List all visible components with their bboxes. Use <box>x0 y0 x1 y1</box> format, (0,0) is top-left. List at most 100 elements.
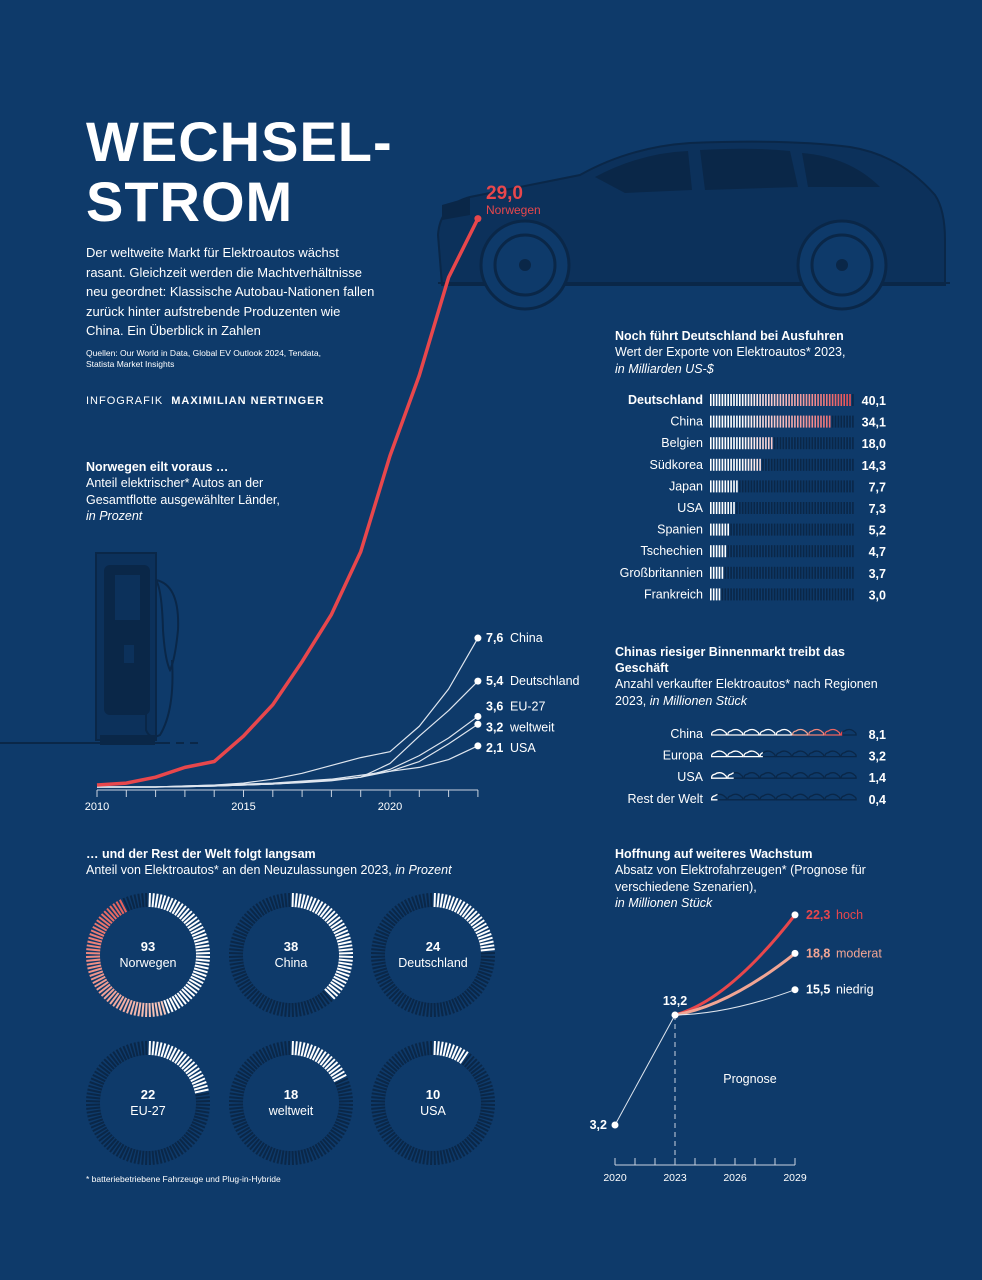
donut-tick <box>475 1073 489 1083</box>
donut-tick <box>388 988 400 1000</box>
car-icon-empty <box>727 793 744 801</box>
bar-tick <box>817 437 819 450</box>
bar-tick <box>805 458 808 471</box>
donut-tick <box>276 894 282 909</box>
bar-tick <box>710 502 712 514</box>
value-label: 0,4 <box>869 793 886 807</box>
donut-tick <box>407 1146 415 1161</box>
bar-tick <box>727 480 729 493</box>
car-icon-empty <box>710 728 728 736</box>
donut-tick <box>160 1043 167 1058</box>
bar-tick <box>773 458 776 471</box>
donut-tick <box>230 940 245 946</box>
bar-tick <box>797 588 799 601</box>
bar-tick <box>718 458 721 471</box>
car-icon <box>824 728 841 736</box>
donut-tick <box>94 978 108 988</box>
bar-tick <box>797 394 799 406</box>
bar-tick <box>820 566 822 579</box>
bar-tick <box>744 502 747 514</box>
donut-tick <box>426 1002 430 1017</box>
car-icon <box>841 773 856 779</box>
bar-tick <box>843 480 845 493</box>
bar-tick <box>727 545 729 558</box>
forecast-chart-title: Hoffnung auf weiteres Wachstum <box>615 847 813 861</box>
donut-tick <box>407 998 415 1013</box>
bar-tick <box>791 458 793 471</box>
donut-tick <box>137 1150 142 1165</box>
donut-tick <box>188 1126 202 1136</box>
donut-tick <box>129 895 136 910</box>
donut-tick <box>303 1000 310 1015</box>
donut-tick <box>246 910 258 922</box>
car-icon-empty <box>727 772 744 779</box>
value-label: 3,2 <box>869 750 886 764</box>
bar-tick <box>782 523 785 536</box>
bar-tick <box>756 502 758 514</box>
bar-tick <box>762 458 764 471</box>
bar-tick <box>843 394 845 406</box>
donut-tick <box>309 897 317 912</box>
donut-tick <box>192 970 207 977</box>
bar-tick <box>739 415 741 428</box>
donut-tick <box>141 1041 145 1056</box>
bar-tick <box>834 566 837 579</box>
donut-tick <box>328 983 341 994</box>
donut-tick <box>265 1146 273 1161</box>
donut-tick <box>89 1118 104 1125</box>
bar-tick <box>849 566 851 579</box>
bar-tick <box>756 458 758 471</box>
bar-tick <box>814 588 816 601</box>
bar-Tschechien <box>710 545 854 558</box>
sales-chart-header: Chinas riesiger Binnenmarkt treibt das G… <box>615 644 895 709</box>
bar-China <box>710 415 854 428</box>
donut-tick <box>137 1002 142 1017</box>
bar-tick <box>736 480 738 493</box>
bar-tick <box>814 437 816 450</box>
bar-tick <box>776 458 779 471</box>
donut-tick <box>391 907 403 920</box>
value-label: 18,0 <box>862 437 886 451</box>
bar-tick <box>846 458 848 471</box>
bar-tick <box>736 588 738 601</box>
bar-tick <box>782 458 785 471</box>
donut-tick <box>157 1042 163 1057</box>
bar-tick <box>773 502 776 514</box>
bar-tick <box>756 545 758 558</box>
donut-tick <box>466 988 478 1000</box>
donut-tick <box>479 1088 494 1094</box>
bar-tick <box>762 437 764 450</box>
bar-tick <box>811 566 814 579</box>
donut-tick <box>311 997 321 1011</box>
donut-tick <box>317 1051 327 1064</box>
bar-tick <box>750 480 753 493</box>
donut-tick <box>98 1064 111 1075</box>
donut-tick <box>319 1053 330 1066</box>
donut-tick <box>439 1002 444 1017</box>
bar-tick <box>721 545 724 558</box>
donut-tick <box>166 1146 174 1161</box>
donut-tick <box>98 1131 111 1142</box>
donut-tick <box>338 1109 353 1114</box>
bar-tick <box>831 437 834 450</box>
bar-tick <box>817 545 819 558</box>
donut-tick <box>422 893 427 908</box>
donut-tick <box>252 1053 263 1066</box>
donut-tick <box>476 1121 491 1129</box>
end-point <box>791 949 799 957</box>
bar-tick <box>724 545 727 558</box>
bar-tick <box>773 588 776 601</box>
bar-tick <box>817 566 819 579</box>
donut-tick <box>193 967 208 974</box>
series-label: EU-27 <box>510 699 545 713</box>
history-point <box>671 1011 679 1019</box>
donut-tick <box>426 893 430 908</box>
car-icon-empty <box>710 772 728 779</box>
donut-tick <box>381 1129 394 1139</box>
bar-tick <box>779 502 782 514</box>
donut-tick <box>397 903 407 916</box>
donut-tick <box>379 922 393 932</box>
bar-tick <box>712 545 715 558</box>
donut-tick <box>335 933 350 940</box>
donut-tick <box>166 897 174 912</box>
